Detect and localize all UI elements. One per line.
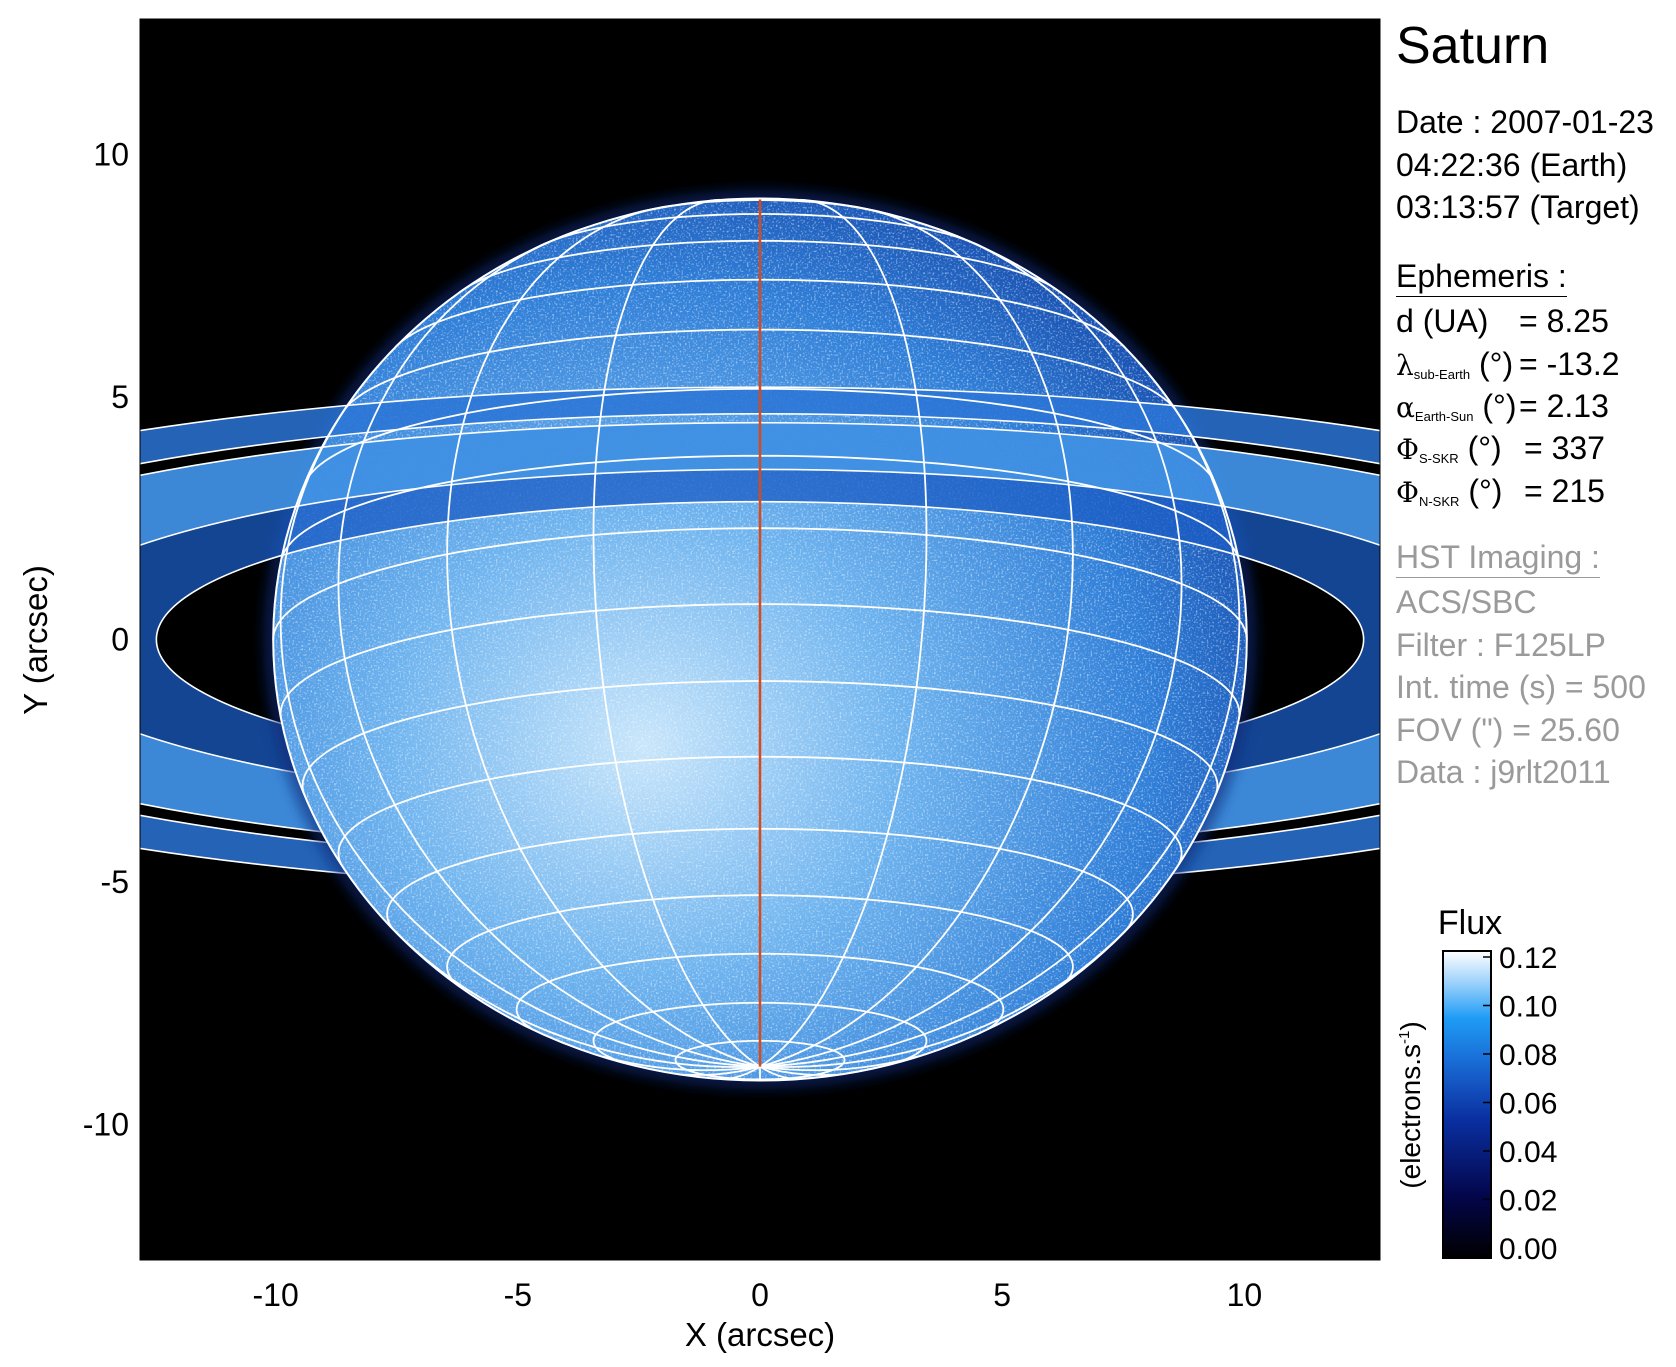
ephemeris-row: λsub-Earth (°) — [1396, 348, 1513, 381]
longitude-line — [759, 1055, 919, 1072]
colorbar-tick-label: 0.02 — [1499, 1185, 1557, 1218]
ephemeris-value: = 8.25 — [1519, 303, 1609, 339]
ephemeris-symbol: Φ — [1396, 433, 1419, 466]
ephemeris-value: = 337 — [1524, 430, 1605, 466]
ephemeris-symbol: λ — [1396, 349, 1414, 382]
ephemeris-unit: (°) — [1459, 473, 1503, 509]
ephemeris-symbol: Φ — [1396, 476, 1419, 509]
imaging-line: Data : j9rlt2011 — [1396, 754, 1611, 790]
ephemeris-row: αEarth-Sun (°) — [1396, 390, 1516, 423]
ephemeris-subscript: S-SKR — [1418, 451, 1459, 466]
ephemeris-unit: (°) — [1473, 388, 1517, 424]
colorbar-tick-label: 0.04 — [1499, 1136, 1557, 1169]
longitude-line — [759, 225, 1183, 1068]
x-tick-label: 0 — [751, 1277, 769, 1313]
colorbar-tick-label: 0.10 — [1499, 991, 1557, 1024]
x-tick-label: -5 — [504, 1277, 532, 1313]
planet-title: Saturn — [1396, 17, 1550, 75]
ephemeris-row: ΦS-SKR (°) — [1396, 432, 1502, 465]
x-tick-label: 10 — [1227, 1277, 1263, 1313]
y-tick-label: -10 — [83, 1106, 129, 1142]
colorbar-tick-label: 0.06 — [1499, 1088, 1557, 1121]
colorbar-label-superscript: -1 — [1396, 1031, 1413, 1044]
ring-band — [140, 422, 1380, 640]
longitude-line — [337, 225, 761, 1068]
longitude-line — [759, 1065, 836, 1076]
y-tick-label: 5 — [111, 379, 129, 415]
ephemeris-unit: (°) — [1470, 346, 1514, 382]
x-tick-label: -10 — [253, 1277, 299, 1313]
colorbar-tick-label: 0.00 — [1499, 1233, 1557, 1266]
imaging-line: FOV (") = 25.60 — [1396, 712, 1620, 748]
ephemeris-value: = -13.2 — [1519, 346, 1620, 382]
longitude-line — [759, 928, 1128, 1068]
longitude-line — [759, 1065, 795, 1080]
date-line: Date : 2007-01-23 — [1396, 104, 1654, 140]
ephemeris-row: ΦN-SKR (°) — [1396, 475, 1502, 508]
ephemeris-symbol: d — [1396, 303, 1414, 339]
colorbar-label: (electrons.s-1) — [1395, 1021, 1426, 1188]
colorbar-tick-label: 0.08 — [1499, 1039, 1557, 1072]
x-axis-label: X (arcsec) — [685, 1316, 835, 1353]
earth-time: 04:22:36 (Earth) — [1396, 147, 1628, 183]
y-tick-label: 10 — [93, 137, 129, 173]
lat-lon-grid — [272, 197, 1248, 1082]
ephemeris-subscript: Earth-Sun — [1414, 409, 1474, 424]
ephemeris-header: Ephemeris : — [1396, 260, 1567, 297]
colorbar-title: Flux — [1438, 904, 1502, 942]
ring-band — [140, 469, 1380, 640]
longitude-line — [684, 1065, 761, 1076]
longitude-line — [592, 198, 761, 1068]
imaging-line: ACS/SBC — [1396, 584, 1537, 620]
ephemeris-value: = 2.13 — [1519, 388, 1609, 424]
ephemeris-value: = 215 — [1524, 473, 1605, 509]
ephemeris-subscript: N-SKR — [1418, 494, 1460, 509]
ephemeris-unit: (°) — [1458, 430, 1502, 466]
x-tick-label: 5 — [993, 1277, 1011, 1313]
ephemeris-row: d (UA) — [1396, 305, 1488, 338]
colorbar-label-end: ) — [1395, 1021, 1426, 1030]
colorbar — [1442, 950, 1492, 1259]
plot-frame — [139, 18, 1381, 1261]
imaging-header: HST Imaging : — [1396, 541, 1600, 578]
longitude-line — [759, 360, 1241, 1068]
ephemeris-subscript: sub-Earth — [1413, 367, 1471, 382]
colorbar-tick-label: 0.12 — [1499, 942, 1557, 975]
planet-limb — [272, 197, 1248, 1082]
imaging-line: Int. time (s) = 500 — [1396, 669, 1646, 705]
colorbar-label-main: (electrons.s — [1395, 1044, 1426, 1189]
ephemeris-symbol: α — [1396, 391, 1415, 424]
y-tick-label: -5 — [101, 864, 129, 900]
target-time: 03:13:57 (Target) — [1396, 189, 1640, 225]
ephemeris-unit: (UA) — [1413, 303, 1489, 339]
longitude-line — [446, 204, 761, 1068]
longitude-line — [392, 928, 761, 1068]
longitude-line — [725, 1065, 761, 1080]
y-axis-label: Y (arcsec) — [17, 565, 54, 715]
y-tick-label: 0 — [111, 622, 129, 658]
longitude-line — [279, 360, 761, 1068]
longitude-line — [759, 198, 928, 1068]
longitude-line — [601, 1055, 761, 1072]
longitude-line — [759, 204, 1074, 1068]
imaging-line: Filter : F125LP — [1396, 627, 1606, 663]
